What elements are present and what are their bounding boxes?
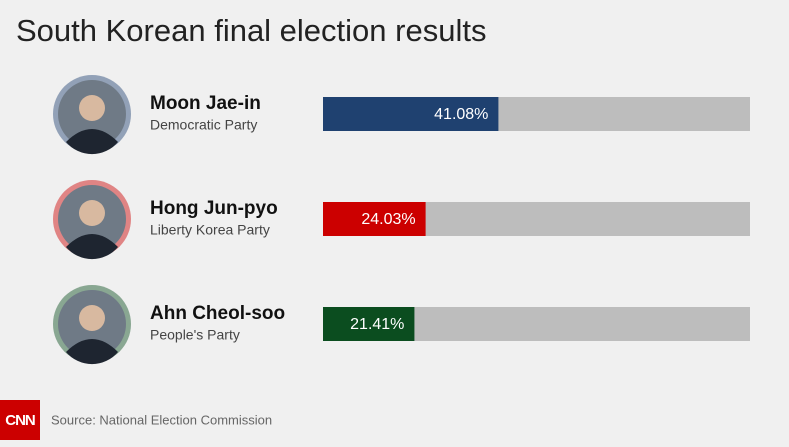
value-label: 41.08% bbox=[434, 106, 488, 123]
candidate-name: Hong Jun-pyo bbox=[150, 198, 278, 219]
portrait-head bbox=[79, 200, 105, 226]
party-name: Liberty Korea Party bbox=[150, 222, 270, 238]
portrait-head bbox=[79, 95, 105, 121]
value-label: 21.41% bbox=[350, 316, 404, 333]
portrait-body bbox=[66, 339, 118, 365]
candidate-name: Ahn Cheol-soo bbox=[150, 303, 285, 324]
party-name: People's Party bbox=[150, 327, 240, 343]
bar bbox=[323, 307, 415, 341]
logo-box bbox=[0, 400, 40, 440]
chart-title: South Korean final election results bbox=[16, 13, 486, 48]
bar bbox=[323, 202, 426, 236]
bar bbox=[323, 97, 499, 131]
logo: CNN bbox=[5, 412, 35, 429]
party-name: Democratic Party bbox=[150, 117, 257, 133]
portrait-body bbox=[66, 129, 118, 155]
portrait-head bbox=[79, 305, 105, 331]
portrait-body bbox=[66, 234, 118, 260]
candidate-name: Moon Jae-in bbox=[150, 93, 261, 114]
source: Source: National Election Commission bbox=[51, 412, 272, 427]
value-label: 24.03% bbox=[361, 211, 415, 228]
